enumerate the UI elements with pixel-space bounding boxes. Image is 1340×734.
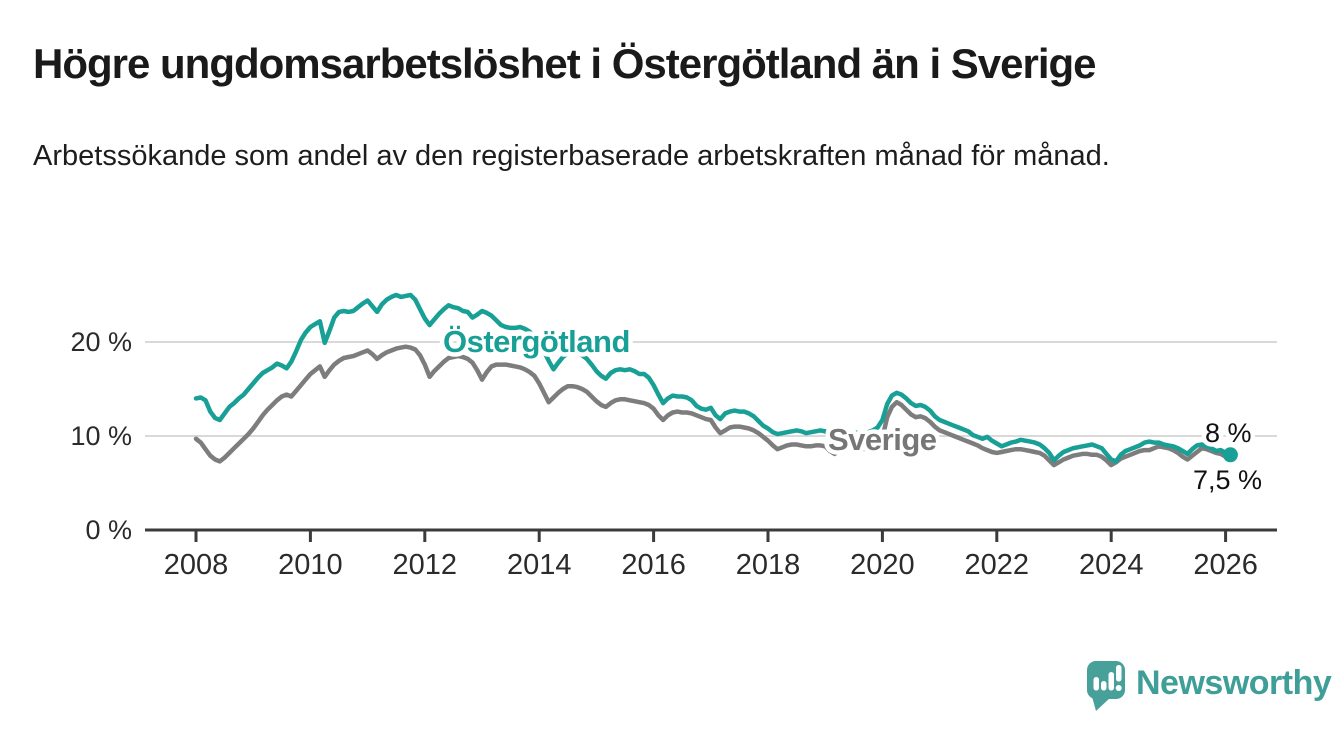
bar-chart-icon: [1093, 677, 1099, 691]
series-end-dot-ostergotland: [1222, 447, 1238, 463]
x-tick-label-2014: 2014: [507, 549, 572, 581]
bar-chart-icon: [1101, 681, 1107, 691]
x-tick-label-2016: 2016: [621, 549, 686, 581]
x-tick-label-2018: 2018: [736, 549, 801, 581]
x-tick-label-2010: 2010: [278, 549, 343, 581]
newsworthy-logo-icon: [1087, 661, 1125, 711]
newsworthy-logo: Newsworthy: [1087, 661, 1332, 711]
page-title: Högre ungdomsarbetslöshet i Östergötland…: [33, 40, 1097, 87]
series-line-sverige: [193, 344, 1233, 468]
chart-subtitle: Arbetssökande som andel av den registerb…: [33, 140, 1110, 172]
x-tick-label-2012: 2012: [393, 549, 458, 581]
series-label-sverige: Sverige: [828, 422, 937, 457]
gridlines: [145, 341, 1277, 437]
x-tick-label-2024: 2024: [1079, 549, 1144, 581]
y-tick-label-20: 20 %: [70, 327, 132, 357]
speech-bubble-tail: [1091, 693, 1111, 711]
y-axis-labels: 0 % 10 % 20 %: [70, 327, 132, 545]
y-tick-label-0: 0 %: [85, 515, 132, 545]
exclamation-icon: [1116, 665, 1122, 682]
series-label-ostergotland: Östergötland: [443, 324, 630, 359]
end-value-label-ostergotland: 8 %: [1205, 418, 1252, 448]
y-tick-label-10: 10 %: [70, 421, 132, 451]
x-tick-label-2022: 2022: [965, 549, 1030, 581]
x-tick-label-2020: 2020: [850, 549, 915, 581]
exclamation-icon: [1115, 685, 1122, 691]
newsworthy-logo-text: Newsworthy: [1136, 664, 1332, 702]
bar-chart-icon: [1108, 672, 1114, 691]
x-axis: [145, 528, 1277, 542]
series-line-ostergotland: [193, 292, 1233, 464]
end-value-label-sverige: 7,5 %: [1193, 465, 1262, 495]
x-tick-label-2026: 2026: [1193, 549, 1258, 581]
x-axis-labels: 2008 2010 2012 2014 2016 2018 2020 2022 2024 2026: [164, 549, 1258, 581]
x-tick-label-2008: 2008: [164, 549, 229, 581]
